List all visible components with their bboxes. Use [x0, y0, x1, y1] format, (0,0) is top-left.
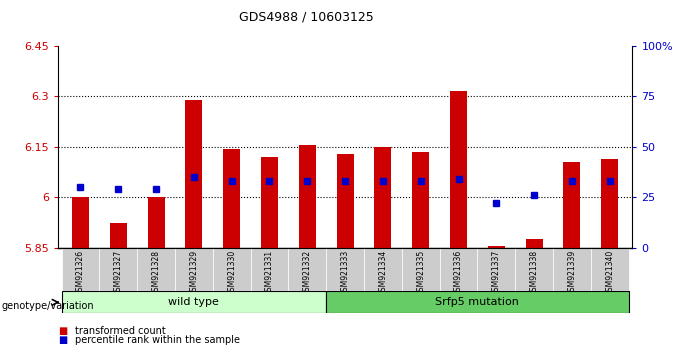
Text: genotype/variation: genotype/variation [1, 301, 94, 311]
Text: GSM921328: GSM921328 [152, 250, 160, 296]
Bar [488, 246, 505, 248]
Text: ■: ■ [58, 326, 67, 336]
Text: GSM921330: GSM921330 [227, 250, 236, 296]
Bar [337, 154, 354, 248]
Text: GSM921333: GSM921333 [341, 250, 350, 296]
FancyBboxPatch shape [175, 248, 213, 292]
Text: GSM921337: GSM921337 [492, 250, 500, 296]
FancyBboxPatch shape [62, 248, 99, 292]
FancyBboxPatch shape [515, 248, 553, 292]
Text: GSM921332: GSM921332 [303, 250, 312, 296]
Text: GSM921329: GSM921329 [190, 250, 199, 296]
Text: GSM921335: GSM921335 [416, 250, 425, 296]
Text: GSM921334: GSM921334 [378, 250, 388, 296]
Bar [223, 149, 240, 248]
Text: wild type: wild type [169, 297, 220, 307]
Bar [148, 197, 165, 248]
FancyBboxPatch shape [364, 248, 402, 292]
Bar [261, 157, 278, 248]
Bar [299, 145, 316, 248]
Bar [186, 100, 203, 248]
Bar [450, 91, 467, 248]
FancyBboxPatch shape [99, 248, 137, 292]
Text: Srfp5 mutation: Srfp5 mutation [435, 297, 520, 307]
Text: GSM921326: GSM921326 [76, 250, 85, 296]
Text: GSM921336: GSM921336 [454, 250, 463, 296]
FancyBboxPatch shape [251, 248, 288, 292]
Text: GSM921339: GSM921339 [567, 250, 577, 296]
Text: GDS4988 / 10603125: GDS4988 / 10603125 [239, 11, 373, 24]
Bar [526, 239, 543, 248]
Text: percentile rank within the sample: percentile rank within the sample [75, 335, 240, 345]
FancyBboxPatch shape [439, 248, 477, 292]
Text: GSM921338: GSM921338 [530, 250, 539, 296]
Text: GSM921340: GSM921340 [605, 250, 614, 296]
Bar [109, 223, 126, 248]
Bar [564, 162, 581, 248]
FancyBboxPatch shape [288, 248, 326, 292]
Text: ■: ■ [58, 335, 67, 345]
Bar [72, 197, 89, 248]
FancyBboxPatch shape [62, 291, 326, 313]
Bar [412, 152, 429, 248]
Bar [375, 147, 392, 248]
FancyBboxPatch shape [326, 291, 628, 313]
Bar [601, 159, 618, 248]
FancyBboxPatch shape [137, 248, 175, 292]
FancyBboxPatch shape [326, 248, 364, 292]
FancyBboxPatch shape [213, 248, 251, 292]
FancyBboxPatch shape [477, 248, 515, 292]
FancyBboxPatch shape [591, 248, 628, 292]
FancyBboxPatch shape [553, 248, 591, 292]
FancyBboxPatch shape [402, 248, 439, 292]
Text: transformed count: transformed count [75, 326, 165, 336]
Text: GSM921327: GSM921327 [114, 250, 123, 296]
Text: GSM921331: GSM921331 [265, 250, 274, 296]
